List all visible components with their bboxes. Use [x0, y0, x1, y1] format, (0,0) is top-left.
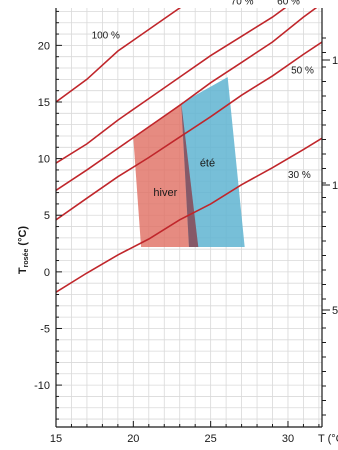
x-tick-label: 20: [127, 433, 139, 445]
x-tick-label: 15: [50, 433, 62, 445]
y-tick-label: 10: [38, 154, 50, 166]
y-tick-label: 0: [44, 267, 50, 279]
zone-t-area: [181, 77, 245, 247]
x-tick-label: 25: [205, 433, 217, 445]
zone-label: été: [200, 158, 215, 170]
right-tick-label: 1: [332, 180, 338, 192]
curve-label: 50 %: [291, 66, 314, 77]
right-tick-label: 1: [332, 55, 338, 67]
x-tick-label: 30: [282, 433, 294, 445]
y-tick-label: -10: [34, 380, 50, 392]
curve-label: 70 %: [231, 0, 254, 8]
curve-50-percent: [56, 41, 322, 221]
y-tick-label: 20: [38, 40, 50, 52]
y-tick-label: 5: [44, 210, 50, 222]
humidity-curves: [56, 8, 322, 293]
curve-30-percent: [56, 137, 322, 293]
curve-label: 100 %: [92, 31, 120, 42]
zone-hiver-area: [133, 103, 199, 247]
y-axis-label: Trosée (°C): [17, 226, 30, 274]
comfort-zones: [133, 77, 245, 247]
curve-label: 60 %: [277, 0, 300, 8]
right-tick-label: 5: [332, 305, 338, 317]
chart-labels: 100 % 70 % 60 % 50 % 30 % hiver été: [92, 0, 314, 199]
zone-label: hiver: [153, 187, 177, 199]
curve-60-percent: [56, 8, 318, 191]
zone-overlap-area: [181, 103, 199, 247]
curve-100-percent: [56, 8, 182, 103]
curve-label: 30 %: [288, 170, 311, 181]
y-tick-label: 15: [38, 97, 50, 109]
curve-70-percent: [56, 8, 287, 164]
y-tick-label: -5: [40, 323, 50, 335]
x-axis-label: T (°C: [318, 433, 338, 445]
